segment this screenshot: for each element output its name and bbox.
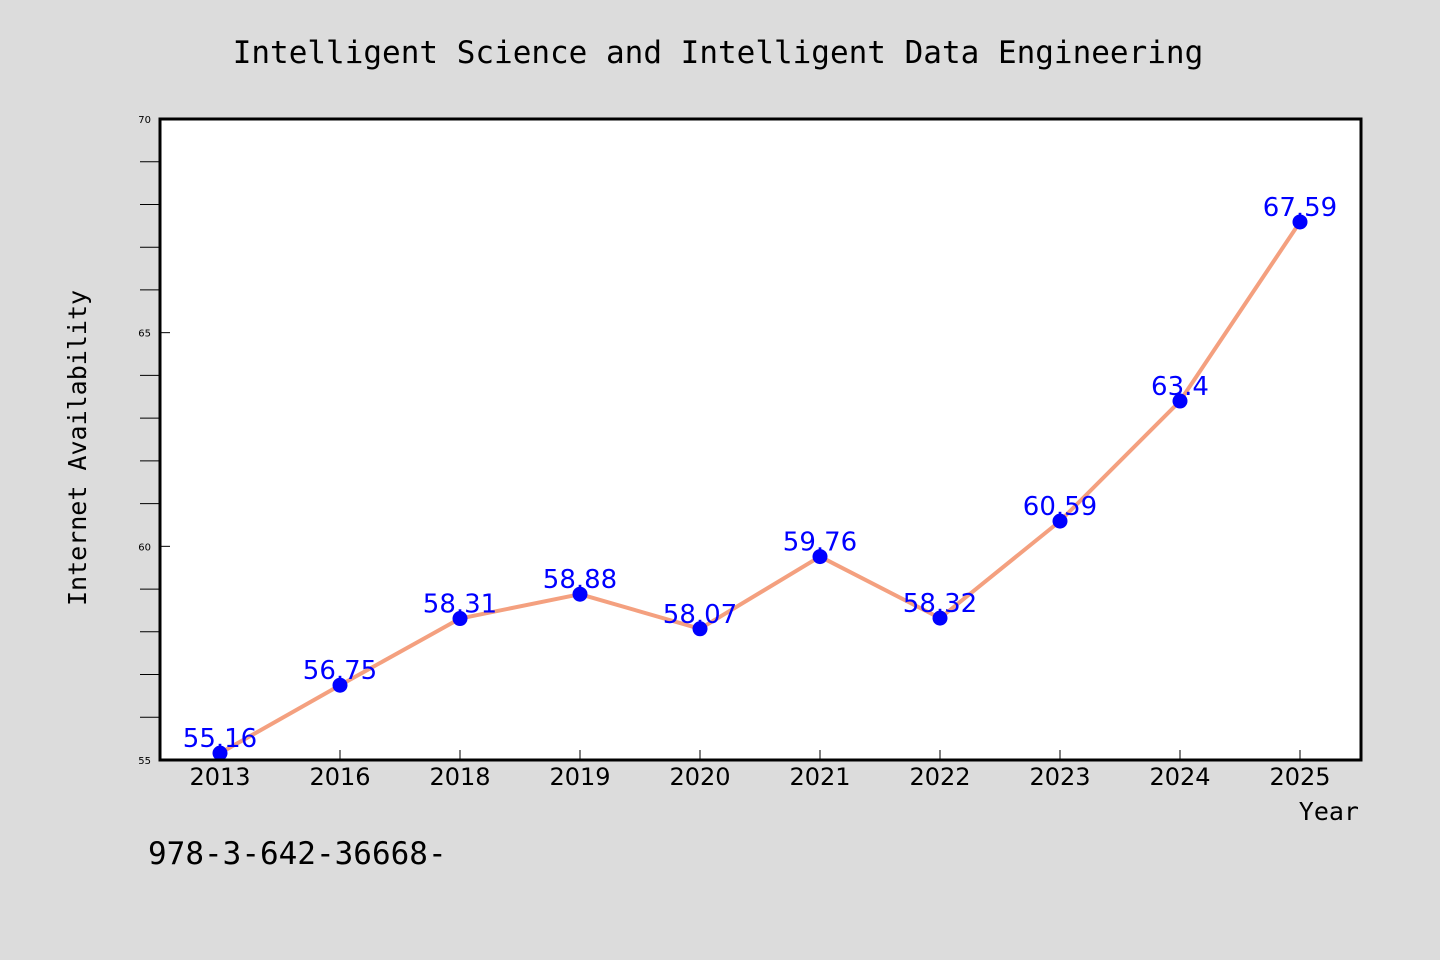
- y-tick-labels: 55 60 65 70: [138, 115, 151, 767]
- y-tick-label: 70: [138, 115, 151, 126]
- data-point-marker: [212, 745, 228, 761]
- x-tick-label: 2022: [909, 763, 970, 791]
- plot-area: [160, 119, 1361, 760]
- data-label: 58.31: [423, 590, 497, 620]
- data-point-marker: [452, 611, 468, 627]
- data-label: 56.75: [303, 656, 377, 686]
- data-point-marker: [812, 549, 828, 565]
- x-axis-label: Year: [1299, 797, 1359, 826]
- data-label: 58.88: [543, 565, 617, 595]
- x-tick-label: 2025: [1269, 763, 1330, 791]
- x-tick-labels: 2013 2016 2018 2019 2020 2021 2022 2023 2024 2025: [189, 763, 1330, 791]
- series-line: [218, 219, 1302, 756]
- x-tick-label: 2021: [789, 763, 850, 791]
- x-tick-label: 2020: [669, 763, 730, 791]
- data-labels: 55.16 56.75 58.31 58.88 58.07 59.76 58.32 60.59…: [183, 193, 1337, 754]
- data-points: [212, 214, 1308, 761]
- y-axis-label: Internet Availability: [63, 290, 92, 606]
- data-point-marker: [1052, 513, 1068, 529]
- footnote: 978-3-642-36668-: [148, 836, 447, 872]
- data-label: 60.59: [1023, 492, 1097, 522]
- data-label: 58.07: [663, 600, 737, 630]
- data-label: 63.4: [1151, 372, 1209, 402]
- x-tick-label: 2018: [429, 763, 490, 791]
- data-point-marker: [572, 586, 588, 602]
- x-tick-label: 2016: [309, 763, 370, 791]
- data-label: 67.59: [1263, 193, 1337, 223]
- x-tick-label: 2013: [189, 763, 250, 791]
- data-point-marker: [1292, 214, 1308, 230]
- x-tick-label: 2019: [549, 763, 610, 791]
- data-point-marker: [692, 621, 708, 637]
- x-tick-label: 2024: [1149, 763, 1210, 791]
- y-tick-label: 55: [138, 756, 151, 767]
- y-minor-ticks: [140, 161, 159, 718]
- x-tick-label: 2023: [1029, 763, 1090, 791]
- x-ticks: [219, 750, 1301, 760]
- y-tick-label: 65: [138, 329, 151, 340]
- data-label: 58.32: [903, 589, 977, 619]
- data-point-marker: [932, 610, 948, 626]
- data-label: 59.76: [783, 528, 857, 558]
- chart-title: Intelligent Science and Intelligent Data…: [233, 35, 1204, 71]
- data-point-marker: [1172, 393, 1188, 409]
- plot-frame: [158, 117, 1363, 762]
- data-label: 55.16: [183, 724, 257, 754]
- data-point-marker: [332, 677, 348, 693]
- y-tick-label: 60: [138, 542, 151, 553]
